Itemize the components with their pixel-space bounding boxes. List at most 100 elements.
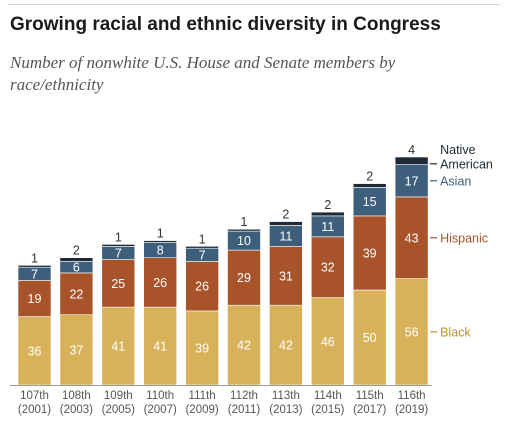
bar-segment	[394, 156, 429, 165]
data-label: 39	[363, 246, 377, 260]
x-tick-year: (2009)	[185, 404, 218, 416]
data-label: 1	[115, 230, 122, 244]
bar-segment	[227, 228, 261, 232]
bar-segment	[17, 264, 52, 268]
data-label: 25	[111, 277, 125, 291]
x-tick-label: 114th	[314, 390, 342, 402]
x-tick-label: 112th	[230, 390, 258, 402]
x-tick-label: 116th	[398, 390, 426, 402]
x-tick-year: (2001)	[18, 404, 51, 416]
data-label: 31	[279, 269, 293, 283]
legend-label: Hispanic	[440, 231, 488, 245]
data-label: 17	[405, 174, 419, 188]
data-label: 46	[321, 335, 335, 349]
data-label: 41	[111, 340, 125, 354]
bar-segment	[227, 304, 261, 386]
data-label: 7	[115, 246, 122, 260]
data-label: 2	[324, 198, 331, 212]
data-label: 11	[279, 229, 292, 243]
bar-segment	[394, 278, 429, 386]
data-label: 50	[363, 331, 377, 345]
bar-segment	[394, 196, 429, 279]
data-label: 42	[237, 339, 251, 353]
data-label: 2	[282, 208, 289, 222]
data-label: 1	[241, 215, 248, 229]
data-label: 1	[31, 251, 38, 265]
bar-segment	[59, 272, 94, 315]
x-tick-label: 111th	[189, 390, 216, 402]
bar-segment	[101, 306, 136, 386]
data-label: 1	[199, 232, 206, 246]
bar-segment	[352, 215, 387, 291]
x-tick-year: (2005)	[102, 404, 135, 416]
bar-segment	[352, 187, 387, 217]
bar-segment	[310, 297, 345, 386]
top-rule	[8, 4, 500, 5]
bar-segment	[227, 249, 261, 306]
x-tick-label: 108th	[62, 390, 91, 402]
data-label: 32	[321, 261, 335, 275]
data-label: 36	[28, 344, 42, 358]
data-label: 8	[157, 244, 164, 258]
x-tick-label: 110th	[146, 390, 174, 402]
data-label: 6	[73, 261, 80, 275]
x-tick-year: (2007)	[144, 404, 177, 416]
data-label: 1	[157, 227, 164, 241]
data-label: 15	[363, 195, 377, 209]
x-tick-year: (2011)	[228, 404, 261, 416]
bar-segment	[59, 257, 94, 262]
bar-segment	[394, 164, 429, 198]
bar-segment	[101, 259, 136, 308]
bar-segment	[143, 240, 177, 243]
bar-segment	[310, 211, 345, 217]
bar-segment	[59, 314, 94, 386]
legend-label: Black	[440, 325, 471, 339]
x-tick-label: 109th	[104, 390, 133, 402]
data-label: 41	[153, 340, 167, 354]
data-label: 29	[237, 271, 251, 285]
chart-subtitle: Number of nonwhite U.S. House and Senate…	[10, 53, 396, 94]
chart-title: Growing racial and ethnic diversity in C…	[10, 14, 441, 35]
data-label: 26	[195, 280, 209, 294]
bar-segment	[101, 244, 136, 247]
x-tick-label: 113th	[272, 390, 300, 402]
bar-segment	[143, 306, 177, 386]
data-label: 56	[405, 325, 419, 339]
data-label: 10	[237, 234, 251, 248]
data-label: 2	[73, 244, 80, 258]
legend-label: American	[440, 157, 493, 171]
legend-label: Asian	[440, 174, 471, 188]
data-label: 4	[408, 143, 415, 157]
data-label: 43	[405, 231, 419, 245]
x-tick-year: (2015)	[311, 404, 344, 416]
data-label: 2	[366, 170, 373, 184]
bar-segment	[185, 246, 219, 249]
data-label: 11	[321, 220, 334, 234]
bar-segment	[352, 183, 387, 188]
bar-segment	[17, 316, 52, 386]
bar-segment	[269, 221, 303, 226]
x-tick-year: (2013)	[269, 404, 302, 416]
bar-segment	[185, 310, 219, 386]
data-label: 26	[153, 276, 167, 290]
data-label: 7	[199, 248, 206, 262]
bar-segment	[143, 257, 177, 308]
x-tick-year: (2003)	[60, 404, 93, 416]
data-label: 19	[28, 292, 42, 306]
x-tick-label: 115th	[356, 390, 384, 402]
data-label: 22	[69, 287, 83, 301]
data-label: 7	[31, 267, 38, 281]
bar-segment	[269, 304, 303, 386]
x-tick-label: 107th	[20, 390, 49, 402]
bar-segment	[269, 246, 303, 306]
bar-segment	[310, 236, 345, 298]
x-tick-year: (2019)	[395, 404, 428, 416]
x-tick-year: (2017)	[353, 404, 386, 416]
data-label: 39	[195, 341, 209, 355]
data-label: 37	[69, 343, 83, 357]
legend-label: Native	[440, 143, 475, 157]
data-label: 42	[279, 339, 293, 353]
bar-segment	[352, 289, 387, 386]
bar-segment	[185, 261, 219, 312]
